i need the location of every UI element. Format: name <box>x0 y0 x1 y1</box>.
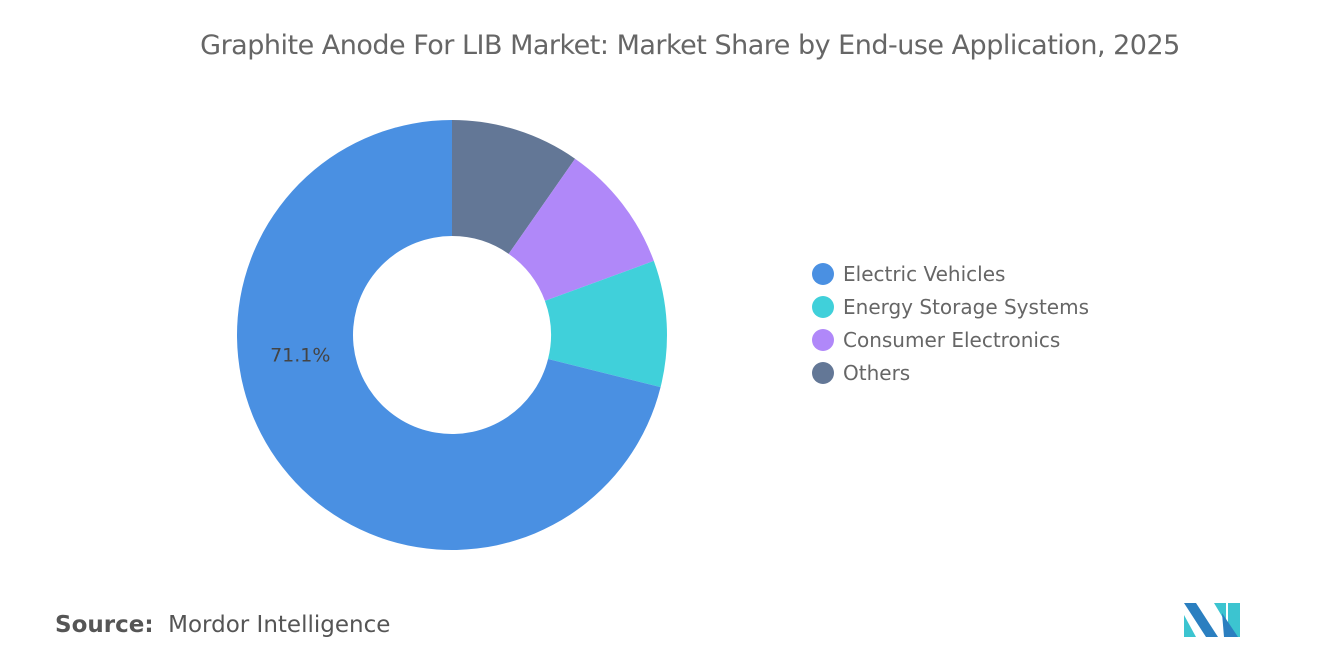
donut-slice-others[interactable] <box>452 120 576 254</box>
data-label: 71.1% <box>270 345 330 367</box>
legend-swatch <box>812 361 834 384</box>
donut-chart: 71.1% <box>236 120 667 551</box>
source-label: Source: <box>55 612 154 638</box>
legend-label: Electric Vehicles <box>843 261 1006 286</box>
mordor-logo <box>1184 603 1240 637</box>
donut-slice-electric-vehicles[interactable] <box>236 120 661 551</box>
legend-swatch <box>812 262 834 285</box>
donut-slice-consumer-electronics[interactable] <box>508 158 654 301</box>
legend-label: Consumer Electronics <box>843 327 1061 352</box>
legend-item[interactable]: Consumer Electronics <box>812 323 1089 356</box>
legend-item[interactable]: Electric Vehicles <box>812 257 1089 290</box>
legend-swatch <box>812 295 834 318</box>
legend-swatch <box>812 328 834 351</box>
source-note: Source: Mordor Intelligence <box>55 612 390 638</box>
source-value: Mordor Intelligence <box>168 612 391 638</box>
donut-slice-energy-storage-systems[interactable] <box>544 260 667 388</box>
chart-title: Graphite Anode For LIB Market: Market Sh… <box>200 30 1180 61</box>
legend-label: Energy Storage Systems <box>843 294 1089 319</box>
legend-item[interactable]: Others <box>812 356 1089 389</box>
legend-label: Others <box>843 360 911 385</box>
legend-item[interactable]: Energy Storage Systems <box>812 290 1089 323</box>
legend: Electric Vehicles Energy Storage Systems… <box>812 257 1089 389</box>
